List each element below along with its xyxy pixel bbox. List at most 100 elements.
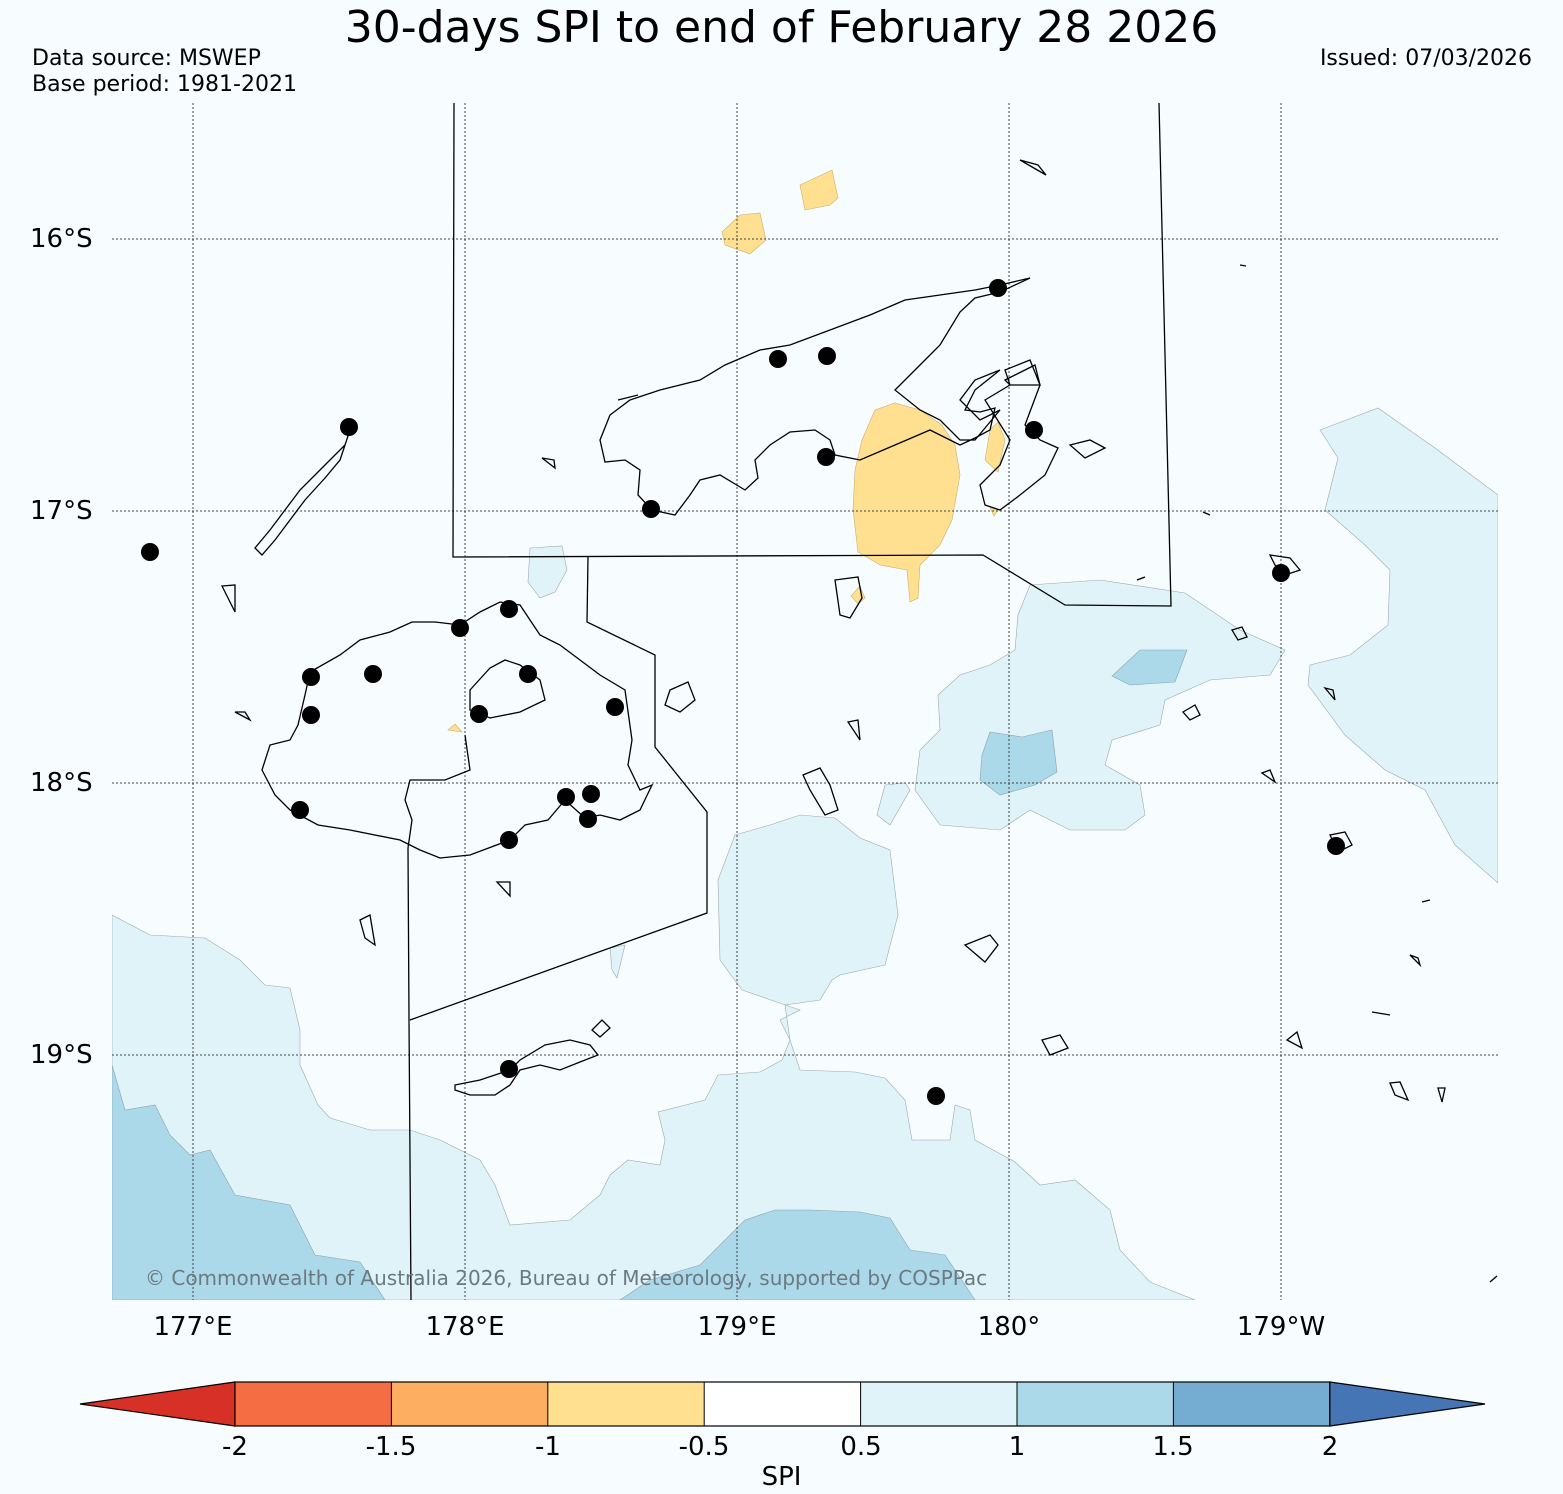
coast-yasawa xyxy=(254,429,351,556)
colorbar-tick: 2 xyxy=(1321,1432,1339,1462)
lat-label-16s: 16°S xyxy=(30,224,93,254)
data-source: Data source: MSWEP xyxy=(32,46,261,71)
coast-koro xyxy=(664,681,696,713)
station-marker xyxy=(340,418,358,436)
station-marker xyxy=(500,831,518,849)
lat-label-18s: 18°S xyxy=(30,768,93,798)
colorbar-tick: -0.5 xyxy=(678,1432,730,1462)
colorbar-tick: 1 xyxy=(1008,1432,1026,1462)
colorbar-segment xyxy=(860,1382,1017,1426)
station-marker xyxy=(989,279,1007,297)
coast-vanua-levu xyxy=(599,277,1031,516)
coast-island-a xyxy=(834,576,863,619)
spi-1-1.5-areas xyxy=(112,649,1188,1300)
colorbar-tick: 1.5 xyxy=(1152,1432,1194,1462)
coast-island-z xyxy=(1136,576,1146,581)
coast-island-f xyxy=(591,1019,611,1038)
station-marker xyxy=(470,705,488,723)
colorbar-extend-low xyxy=(79,1381,236,1427)
coast-kadavu xyxy=(454,1039,600,1096)
coast-island-w xyxy=(1239,264,1247,267)
coast-island-q xyxy=(617,394,639,401)
station-marker xyxy=(1327,837,1345,855)
station-marker xyxy=(141,543,159,561)
colorbar-tick: -1.5 xyxy=(365,1432,417,1462)
lon-label-180: 180° xyxy=(977,1312,1041,1342)
coast-island-s xyxy=(1409,954,1422,968)
colorbar-segment xyxy=(1017,1382,1174,1426)
lat-label-17s: 17°S xyxy=(30,496,93,526)
coast-island-t xyxy=(1371,1011,1391,1016)
spi-dry-vanua-levu xyxy=(852,402,961,603)
station-marker xyxy=(769,350,787,368)
spi-dry-taveuni xyxy=(984,421,1006,473)
colorbar-extend-high xyxy=(1329,1381,1486,1427)
colorbar-segment xyxy=(547,1382,705,1426)
lon-label-177e: 177°E xyxy=(153,1312,233,1342)
lon-label-178e: 178°E xyxy=(425,1312,505,1342)
coast-island-x xyxy=(1421,899,1431,903)
station-marker xyxy=(818,347,836,365)
coast-island-r xyxy=(1323,686,1336,701)
coast-viti-levu xyxy=(261,601,654,859)
map-title: 30-days SPI to end of February 28 2026 xyxy=(344,2,1219,53)
coast-island-g xyxy=(1181,704,1201,721)
colorbar-tick: 0.5 xyxy=(840,1432,882,1462)
coast-island-d xyxy=(1019,159,1047,176)
colorbar-title: SPI xyxy=(761,1462,802,1492)
colorbar-segment xyxy=(704,1382,861,1426)
spi-dry-north-2 xyxy=(799,169,839,211)
copyright-credit: © Commonwealth of Australia 2026, Bureau… xyxy=(145,1266,988,1290)
station-marker xyxy=(817,448,835,466)
spi-dry-small-2 xyxy=(447,723,463,733)
colorbar xyxy=(79,1381,1486,1427)
division-boundaries xyxy=(407,103,1172,1300)
station-marker xyxy=(291,801,309,819)
coast-island-e xyxy=(359,914,376,947)
stations xyxy=(141,279,1345,1105)
station-marker xyxy=(642,500,660,518)
lon-label-179w: 179°W xyxy=(1236,1312,1326,1342)
coast-gau xyxy=(802,767,839,816)
coast-island-u xyxy=(1437,1087,1446,1103)
station-marker xyxy=(500,600,518,618)
issued-date: Issued: 07/03/2026 xyxy=(1319,46,1532,71)
coast-island-v xyxy=(1489,1275,1498,1283)
station-marker xyxy=(579,810,597,828)
spi-dry-small-3 xyxy=(989,507,999,517)
station-marker xyxy=(302,706,320,724)
coast-island-l xyxy=(846,719,861,741)
base-period: Base period: 1981-2021 xyxy=(32,72,297,97)
spi-area-south-center xyxy=(619,1209,976,1300)
colorbar-tick: -1 xyxy=(535,1432,561,1462)
colorbar-outline xyxy=(234,1381,1331,1427)
colorbar-segment xyxy=(391,1382,548,1426)
coast-island-c xyxy=(1068,439,1107,459)
lat-label-19s: 19°S xyxy=(30,1040,93,1070)
station-marker xyxy=(606,698,624,716)
coast-taveuni xyxy=(979,359,1059,511)
station-marker xyxy=(582,785,600,803)
spi-area-mid-1 xyxy=(1111,649,1188,686)
station-marker xyxy=(364,665,382,683)
boundary-eastern-north xyxy=(409,556,708,1021)
spi-area-small-3 xyxy=(609,944,626,979)
coast-island-o xyxy=(541,457,556,470)
gridlines xyxy=(112,103,1498,1300)
spi-dry-north-1 xyxy=(721,212,767,255)
coast-island-b xyxy=(1003,364,1041,386)
coast-lau-1 xyxy=(1268,554,1302,576)
coast-island-p xyxy=(495,881,511,898)
spi-area-southwest xyxy=(112,1064,386,1300)
spi-area-east xyxy=(1307,407,1498,884)
station-marker xyxy=(500,1060,518,1078)
station-marker xyxy=(519,665,537,683)
coast-moala xyxy=(1041,1034,1069,1056)
coast-island-m xyxy=(220,584,236,613)
coast-island-j xyxy=(1231,626,1248,641)
colorbar-segment xyxy=(235,1382,392,1426)
source-info: Data source: MSWEP Base period: 1981-202… xyxy=(32,46,297,98)
colorbar-dividers xyxy=(390,1382,1174,1426)
station-marker xyxy=(302,668,320,686)
